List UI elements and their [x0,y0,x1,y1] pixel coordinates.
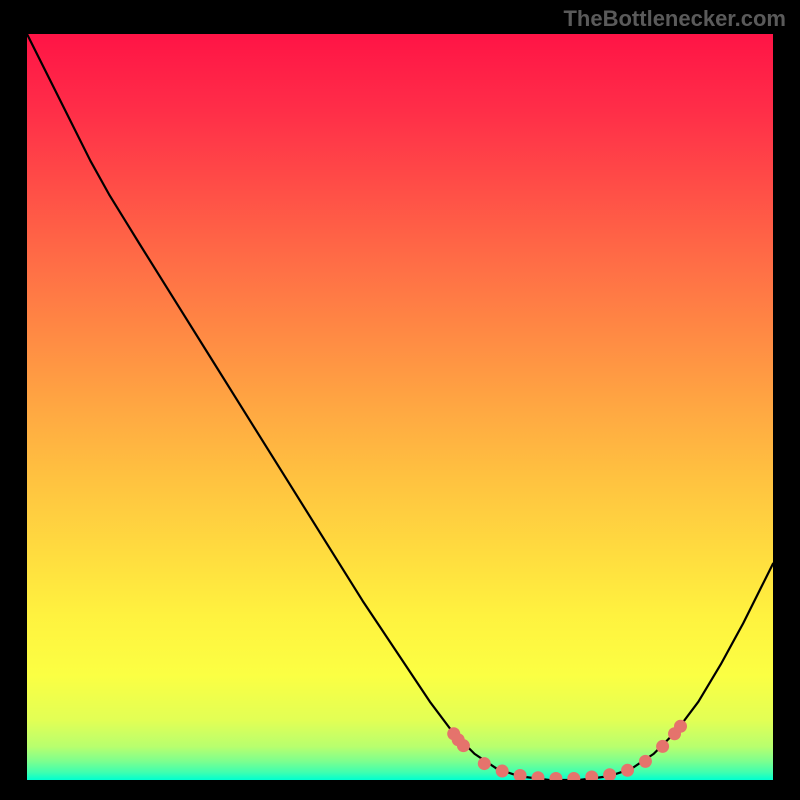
chart-container: TheBottlenecker.com [0,0,800,800]
gradient-background [27,34,773,780]
data-marker [621,764,634,777]
data-marker [656,740,669,753]
data-marker [457,739,470,752]
plot-svg [27,34,773,780]
data-marker [478,757,491,770]
data-marker [674,720,687,733]
data-marker [639,755,652,768]
data-marker [496,765,509,778]
watermark-text: TheBottlenecker.com [563,6,786,32]
